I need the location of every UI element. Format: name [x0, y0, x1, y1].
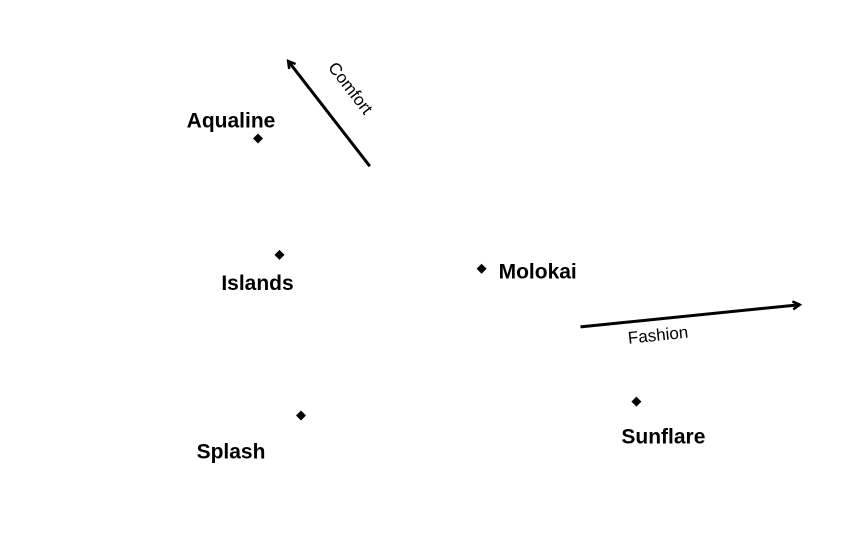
attribute-vectors: Comfort Fashion — [288, 58, 800, 348]
point-label-islands: Islands — [221, 272, 293, 295]
vector-label-fashion: Fashion — [627, 323, 689, 348]
brand-points: Aqualine Islands Molokai Splash Sunflare — [187, 110, 706, 464]
vector-arrow-fashion — [580, 305, 800, 329]
point-label-aqualine: Aqualine — [187, 110, 276, 133]
point-label-splash: Splash — [197, 441, 266, 464]
vector-label-comfort: Comfort — [324, 58, 376, 118]
vector-arrow-comfort — [288, 61, 371, 168]
point-marker-molokai — [476, 263, 487, 274]
point-marker-splash — [296, 410, 306, 421]
point-marker-islands — [274, 249, 285, 260]
point-marker-aqualine — [253, 133, 263, 144]
point-marker-sunflare — [631, 396, 642, 407]
point-label-molokai: Molokai — [499, 261, 577, 284]
point-label-sunflare: Sunflare — [621, 426, 705, 449]
